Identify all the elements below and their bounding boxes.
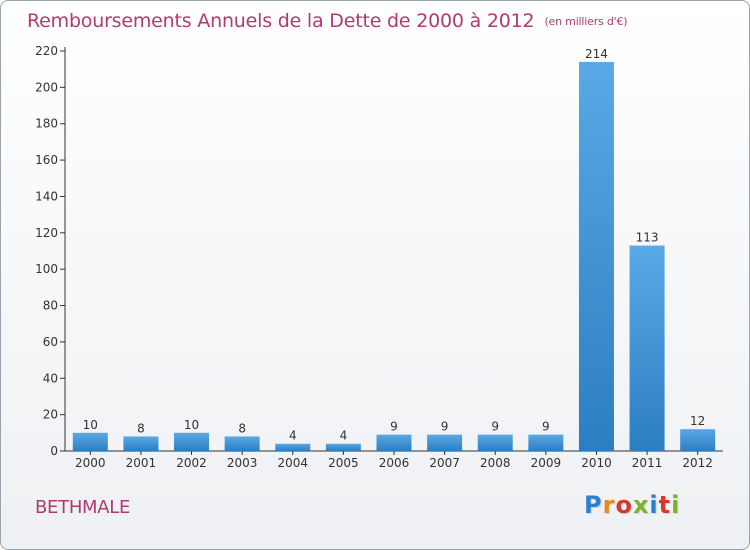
bar — [123, 436, 159, 451]
x-tick-label: 2004 — [277, 456, 308, 470]
proxiti-logo: Proxiti — [584, 491, 680, 519]
y-tick-label: 60 — [43, 335, 58, 349]
bar — [578, 61, 614, 452]
logo-letter: t — [658, 491, 672, 519]
x-tick-label: 2002 — [176, 456, 207, 470]
bar — [376, 434, 412, 451]
bar-value-label: 12 — [690, 414, 705, 428]
bar-value-label: 9 — [491, 420, 499, 434]
bar — [477, 434, 513, 451]
y-tick-label: 160 — [35, 153, 58, 167]
bar — [427, 434, 463, 451]
bar-value-label: 4 — [340, 429, 348, 443]
x-tick-label: 2006 — [379, 456, 410, 470]
x-tick-label: 2009 — [531, 456, 562, 470]
y-tick-label: 200 — [35, 80, 58, 94]
bar-value-label: 214 — [585, 47, 608, 61]
y-tick-label: 0 — [50, 444, 58, 458]
logo-letter: i — [671, 491, 681, 519]
logo-letter: o — [615, 491, 633, 519]
bar-value-label: 8 — [137, 421, 145, 435]
bar — [528, 434, 564, 451]
bar — [680, 429, 716, 451]
x-tick-label: 2007 — [429, 456, 460, 470]
y-axis: 0 20 40 60 80 100 120 140 160 180 200 220 — [35, 44, 66, 458]
x-tick-label: 2011 — [632, 456, 663, 470]
x-tick-label: 2005 — [328, 456, 359, 470]
chart-title-text: Remboursements Annuels de la Dette de 20… — [27, 10, 535, 32]
x-tick-label: 2012 — [682, 456, 713, 470]
y-tick-label: 220 — [35, 44, 58, 58]
logo-letter: P — [584, 491, 603, 519]
y-tick-label: 40 — [43, 371, 58, 385]
x-tick-label: 2001 — [126, 456, 157, 470]
commune-name: BETHMALE — [35, 497, 131, 518]
y-tick-label: 180 — [35, 117, 58, 131]
bar — [325, 443, 361, 451]
bar-value-label: 9 — [542, 420, 550, 434]
bar-value-label: 9 — [441, 420, 449, 434]
bar — [72, 432, 108, 451]
x-tick-label: 2008 — [480, 456, 511, 470]
x-axis: 2000 2001 2002 2003 2004 2005 2006 2007 2008 2009… — [65, 450, 723, 470]
x-tick-label: 2000 — [75, 456, 106, 470]
x-tick-label: 2003 — [227, 456, 258, 470]
y-tick-label: 20 — [43, 408, 58, 422]
y-tick-label: 140 — [35, 189, 58, 203]
bar-value-label: 10 — [83, 418, 98, 432]
bar — [174, 432, 210, 451]
bars: 10 8 10 8 4 4 9 9 9 9 214 113 12 — [72, 47, 716, 452]
logo-letter: i — [649, 491, 659, 519]
y-tick-label: 120 — [35, 226, 58, 240]
logo-letter: x — [632, 491, 650, 519]
bar-value-label: 113 — [636, 231, 659, 245]
y-tick-label: 80 — [43, 299, 58, 313]
bar-value-label: 10 — [184, 418, 199, 432]
bar-value-label: 8 — [238, 421, 246, 435]
x-tick-label: 2010 — [581, 456, 612, 470]
chart-title: Remboursements Annuels de la Dette de 20… — [27, 10, 628, 32]
bar — [275, 443, 311, 451]
bar — [224, 436, 260, 451]
bar-value-label: 4 — [289, 429, 297, 443]
chart-unit: (en milliers d'€) — [544, 15, 628, 28]
bar-value-label: 9 — [390, 420, 398, 434]
logo-letters: Proxiti — [584, 491, 680, 519]
y-tick-label: 100 — [35, 262, 58, 276]
logo-letter: r — [602, 491, 616, 519]
bar — [629, 245, 665, 451]
